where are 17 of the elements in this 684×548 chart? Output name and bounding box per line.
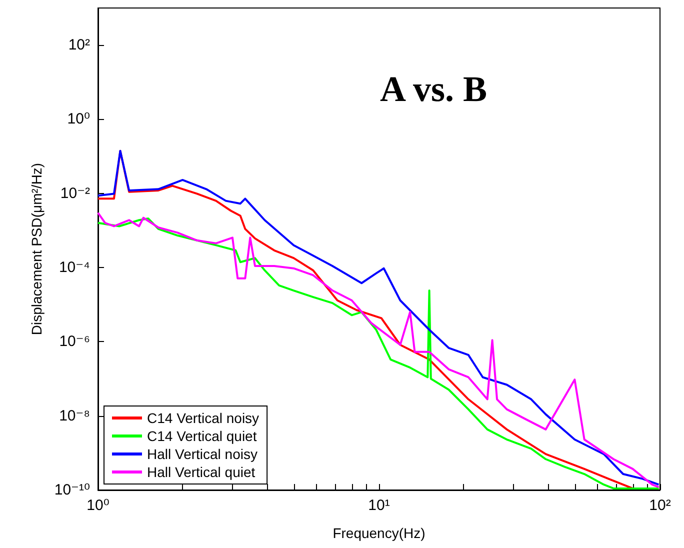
text: A vs. B	[380, 69, 488, 109]
legend-label: Hall Vertical noisy	[147, 446, 258, 462]
x-tick-label: 10¹	[368, 497, 390, 514]
y-tick-label: 10⁻²	[60, 184, 90, 202]
legend-label: C14 Vertical noisy	[147, 410, 260, 426]
y-tick-label: 10²	[68, 36, 90, 54]
y-tick-label: 10⁻⁴	[58, 259, 90, 276]
legend-label: Hall Vertical quiet	[147, 464, 256, 480]
x-tick-label: 10⁰	[86, 497, 110, 514]
y-tick-label: 10⁻¹⁰	[54, 482, 90, 498]
y-tick-label: 10⁰	[67, 110, 90, 128]
y-tick-label: 10⁻⁶	[59, 333, 90, 350]
y-axis-title: Displacement PSD(μm²/Hz)	[28, 162, 44, 336]
x-tick-label: 10²	[649, 497, 671, 514]
y-tick-label: 10⁻⁸	[59, 407, 90, 424]
x-axis-title: Frequency(Hz)	[332, 525, 426, 541]
legend-label: C14 Vertical quiet	[147, 428, 257, 444]
